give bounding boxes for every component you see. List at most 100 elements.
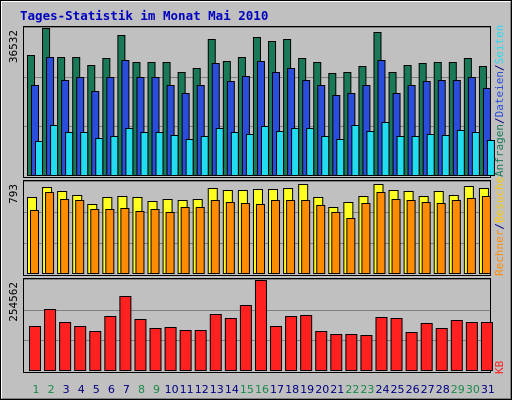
bar-kb-day-1 bbox=[29, 326, 41, 371]
bar-seiten-day-10 bbox=[170, 135, 179, 176]
bar-seiten-day-22 bbox=[351, 125, 360, 176]
bar-rechner-day-30 bbox=[466, 198, 476, 274]
bar-seiten-day-7 bbox=[125, 128, 134, 176]
bar-rechner-day-12 bbox=[195, 207, 205, 274]
bar-kb-day-5 bbox=[89, 331, 102, 371]
bar-seiten-day-1 bbox=[35, 141, 43, 176]
bar-kb-day-4 bbox=[74, 326, 87, 371]
bar-seiten-day-3 bbox=[65, 132, 74, 176]
bar-seiten-day-16 bbox=[260, 126, 269, 176]
side-label-separator: / bbox=[493, 64, 506, 71]
x-tick-label-day-16: 16 bbox=[255, 383, 269, 396]
side-label-bottom: KB bbox=[493, 360, 506, 374]
side-label-rechner: Rechner bbox=[493, 229, 506, 276]
bar-kb-day-17 bbox=[270, 326, 283, 371]
x-tick-label-day-31: 31 bbox=[481, 383, 495, 396]
bar-seiten-day-30 bbox=[471, 132, 480, 176]
bar-kb-day-18 bbox=[285, 316, 298, 371]
bar-seiten-day-17 bbox=[276, 131, 285, 176]
bar-seiten-day-8 bbox=[140, 132, 149, 176]
bar-rechner-day-16 bbox=[255, 204, 265, 274]
bar-rechner-day-24 bbox=[376, 192, 386, 274]
x-tick-label-day-23: 23 bbox=[360, 383, 374, 396]
x-tick-label-day-9: 9 bbox=[153, 383, 160, 396]
bar-seiten-day-15 bbox=[245, 134, 254, 176]
bar-seiten-day-29 bbox=[456, 130, 465, 176]
bar-kb-day-19 bbox=[300, 315, 313, 371]
bar-rechner-day-11 bbox=[180, 207, 190, 274]
x-tick-label-day-15: 15 bbox=[240, 383, 254, 396]
bar-seiten-day-28 bbox=[441, 135, 450, 176]
bar-seiten-day-23 bbox=[366, 131, 375, 176]
bar-kb-day-22 bbox=[345, 334, 358, 371]
x-tick-label-day-30: 30 bbox=[466, 383, 480, 396]
bar-kb-day-12 bbox=[194, 330, 207, 371]
y-tick-label: 254562 bbox=[7, 282, 20, 322]
x-tick-label-day-18: 18 bbox=[285, 383, 299, 396]
side-label-seiten: Seiten bbox=[493, 25, 506, 65]
bar-seiten-day-27 bbox=[426, 134, 435, 176]
bar-rechner-day-20 bbox=[316, 205, 326, 274]
x-tick-label-day-27: 27 bbox=[421, 383, 435, 396]
bar-kb-day-29 bbox=[450, 320, 463, 371]
x-tick-label-day-26: 26 bbox=[406, 383, 420, 396]
x-tick-label-day-10: 10 bbox=[165, 383, 179, 396]
bar-rechner-day-22 bbox=[346, 218, 356, 274]
bar-kb-day-8 bbox=[134, 319, 147, 371]
panel-middle: 793 bbox=[7, 180, 491, 276]
bar-seiten-day-18 bbox=[291, 128, 300, 176]
bar-kb-day-16 bbox=[254, 280, 267, 371]
bar-kb-day-26 bbox=[405, 332, 418, 371]
bar-kb-day-20 bbox=[315, 331, 328, 371]
side-label-top: Anfragen/Dateien/Seiten bbox=[493, 25, 506, 177]
bar-seiten-day-6 bbox=[110, 136, 119, 176]
x-tick-label-day-6: 6 bbox=[108, 383, 115, 396]
x-tick-label-day-24: 24 bbox=[375, 383, 389, 396]
x-tick-label-day-25: 25 bbox=[391, 383, 405, 396]
x-tick-label-day-4: 4 bbox=[78, 383, 85, 396]
bar-rechner-day-15 bbox=[240, 203, 250, 274]
bar-kb-day-6 bbox=[104, 316, 117, 371]
bar-kb-day-23 bbox=[360, 335, 373, 371]
side-label-kb: KB bbox=[493, 360, 506, 374]
x-tick-label-day-13: 13 bbox=[210, 383, 224, 396]
bar-rechner-day-23 bbox=[361, 203, 371, 274]
bar-rechner-day-14 bbox=[225, 202, 235, 274]
side-label-separator: / bbox=[493, 117, 506, 124]
bar-rechner-day-1 bbox=[30, 210, 39, 274]
x-tick-label-day-11: 11 bbox=[180, 383, 194, 396]
bar-seiten-day-2 bbox=[50, 125, 59, 176]
bar-rechner-day-13 bbox=[210, 200, 220, 274]
bar-kb-day-11 bbox=[179, 330, 192, 371]
bar-kb-day-2 bbox=[44, 309, 57, 371]
bar-kb-day-14 bbox=[224, 318, 237, 371]
bar-kb-day-3 bbox=[59, 322, 72, 371]
bar-seiten-day-12 bbox=[200, 136, 209, 176]
bar-dateien-day-3 bbox=[61, 80, 70, 176]
x-tick-label-day-20: 20 bbox=[315, 383, 329, 396]
bar-seiten-day-24 bbox=[381, 122, 390, 176]
bar-kb-day-28 bbox=[435, 328, 448, 371]
x-tick-label-day-2: 2 bbox=[48, 383, 55, 396]
side-label-anfragen: Anfragen bbox=[493, 124, 506, 177]
bar-kb-day-7 bbox=[119, 296, 132, 371]
bar-rechner-day-5 bbox=[90, 209, 100, 274]
bar-rechner-day-17 bbox=[271, 200, 281, 274]
bar-seiten-day-14 bbox=[230, 132, 239, 176]
y-tick-label: 36532 bbox=[7, 30, 20, 63]
x-tick-label-day-3: 3 bbox=[63, 383, 70, 396]
chart-title: Tages-Statistik im Monat Mai 2010 bbox=[20, 8, 268, 23]
bar-rechner-day-10 bbox=[165, 212, 175, 274]
x-tick-label-day-8: 8 bbox=[138, 383, 145, 396]
bar-seiten-day-13 bbox=[215, 128, 224, 176]
side-label-besuche: Besuche bbox=[493, 177, 506, 223]
bar-rechner-day-6 bbox=[105, 209, 115, 274]
bar-rechner-day-25 bbox=[391, 199, 401, 274]
bar-kb-day-9 bbox=[149, 328, 162, 371]
x-tick-label-day-5: 5 bbox=[93, 383, 100, 396]
bar-rechner-day-2 bbox=[45, 192, 55, 274]
bar-rechner-day-8 bbox=[135, 211, 145, 274]
bar-seiten-day-5 bbox=[95, 138, 104, 176]
bar-kb-day-31 bbox=[480, 322, 493, 371]
